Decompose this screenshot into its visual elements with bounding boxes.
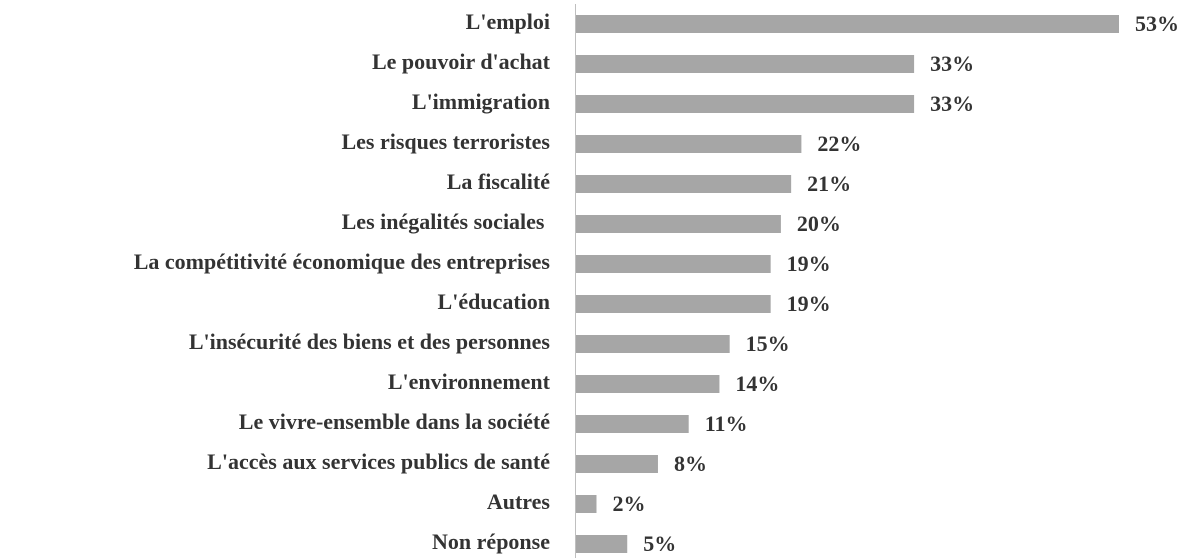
bar — [576, 95, 915, 113]
bar — [576, 15, 1119, 33]
value-label: 53% — [1135, 11, 1179, 36]
category-label: Les inégalités sociales — [342, 209, 550, 234]
category-label: L'accès aux services publics de santé — [207, 449, 550, 474]
bar — [576, 415, 689, 433]
category-label: L'éducation — [438, 289, 550, 314]
bar — [576, 175, 792, 193]
category-label: Non réponse — [432, 529, 550, 554]
value-label: 14% — [735, 371, 779, 396]
category-label: Le pouvoir d'achat — [372, 49, 551, 74]
bar — [576, 335, 730, 353]
bar — [576, 255, 771, 273]
bar — [576, 215, 781, 233]
value-label: 19% — [787, 251, 831, 276]
bar — [576, 375, 720, 393]
bar — [576, 535, 628, 553]
value-label: 20% — [797, 211, 841, 236]
value-label: 33% — [930, 51, 974, 76]
bar — [576, 55, 915, 73]
category-label: L'emploi — [466, 9, 550, 34]
value-label: 15% — [746, 331, 790, 356]
category-label: Autres — [487, 489, 551, 514]
value-label: 21% — [807, 171, 851, 196]
category-label: La fiscalité — [447, 169, 550, 194]
category-label: La compétitivité économique des entrepri… — [134, 249, 551, 274]
value-label: 8% — [674, 451, 707, 476]
bar — [576, 495, 597, 513]
category-label: L'immigration — [412, 89, 550, 114]
category-label: L'insécurité des biens et des personnes — [189, 329, 551, 354]
value-label: 22% — [817, 131, 861, 156]
value-label: 5% — [643, 531, 676, 556]
bar — [576, 135, 802, 153]
value-label: 2% — [612, 491, 645, 516]
bar — [576, 295, 771, 313]
category-label: Le vivre-ensemble dans la société — [239, 409, 550, 434]
value-label: 11% — [705, 411, 748, 436]
bar — [576, 455, 658, 473]
value-label: 19% — [787, 291, 831, 316]
category-label: L'environnement — [388, 369, 551, 394]
value-label: 33% — [930, 91, 974, 116]
category-label: Les risques terroristes — [341, 129, 550, 154]
